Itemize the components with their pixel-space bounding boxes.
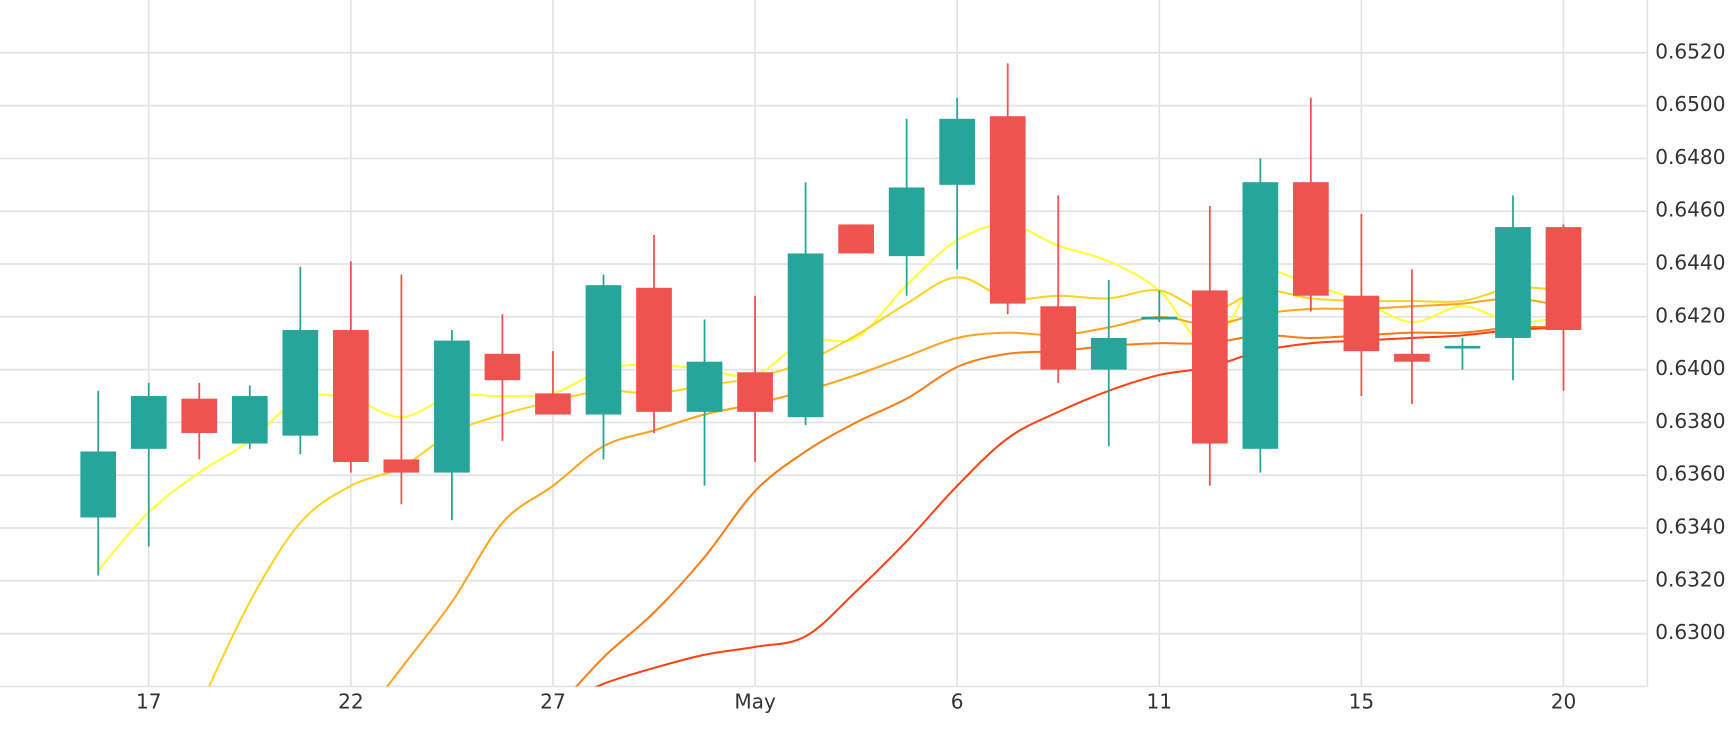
y-tick-label: 0.6300	[1655, 620, 1725, 644]
candle-body	[939, 118, 976, 185]
axis-labels: 0.6300 0.6320 0.6340 0.6360 0.6380 0.6400 0.64…	[136, 39, 1726, 713]
y-tick-label: 0.6520	[1655, 39, 1725, 63]
candle-body	[1394, 353, 1430, 362]
candle-body	[989, 116, 1026, 304]
y-tick-label: 0.6500	[1655, 92, 1725, 116]
candle-body	[383, 459, 420, 473]
x-tick-label: 11	[1147, 690, 1173, 714]
candle-body	[1444, 345, 1481, 349]
x-tick-label: 15	[1349, 690, 1375, 714]
candle-body	[1090, 337, 1127, 370]
candle-body	[585, 285, 622, 415]
candle-body	[181, 398, 218, 433]
y-tick-label: 0.6340	[1655, 515, 1725, 539]
candles	[80, 63, 1582, 576]
candle-body	[231, 396, 268, 444]
candle-body	[332, 330, 369, 463]
candle-body	[787, 253, 824, 418]
y-tick-label: 0.6480	[1655, 145, 1725, 169]
candle-body	[1141, 316, 1178, 320]
y-tick-label: 0.6460	[1655, 198, 1725, 222]
x-tick-label: 27	[540, 690, 566, 714]
x-tick-label: 17	[136, 690, 162, 714]
candle-body	[130, 396, 167, 449]
y-tick-label: 0.6400	[1655, 356, 1725, 380]
candle-body	[636, 287, 672, 412]
candle-body	[1343, 295, 1380, 352]
y-tick-label: 0.6320	[1655, 567, 1725, 591]
candle-body	[484, 353, 521, 381]
grid	[0, 0, 1649, 688]
y-tick-label: 0.6440	[1655, 251, 1725, 275]
candle-body	[1545, 227, 1582, 331]
x-tick-label: 22	[338, 690, 364, 714]
candle-body	[282, 330, 319, 436]
candle-body	[434, 340, 470, 473]
candle-body	[737, 372, 773, 412]
y-tick-label: 0.6380	[1655, 409, 1725, 433]
candle-body	[686, 361, 723, 412]
candle-body	[1495, 227, 1531, 338]
moving-average-line	[594, 326, 1564, 687]
x-tick-label: May	[734, 690, 776, 714]
candle-body	[1040, 306, 1077, 370]
candle-body	[838, 224, 874, 254]
candle-body	[535, 393, 571, 415]
y-tick-label: 0.6420	[1655, 303, 1725, 327]
x-tick-label: 6	[951, 690, 964, 714]
candle-body	[80, 451, 117, 518]
candle-body	[1242, 182, 1279, 449]
y-tick-label: 0.6360	[1655, 462, 1725, 486]
candle-body	[1191, 290, 1228, 444]
candle-body	[1293, 182, 1329, 296]
candle-body	[888, 187, 925, 257]
x-tick-label: 20	[1551, 690, 1577, 714]
